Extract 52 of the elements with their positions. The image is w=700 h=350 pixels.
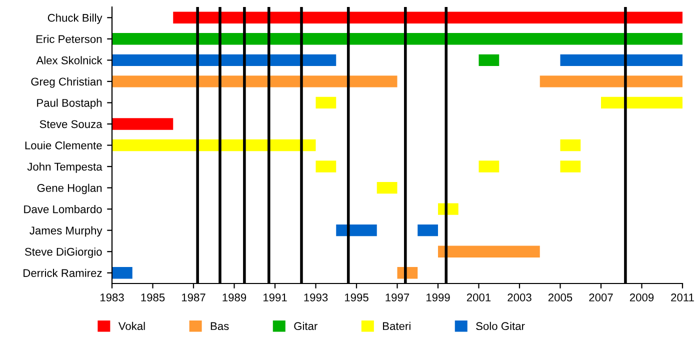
legend-label: Gitar <box>294 322 318 330</box>
bar <box>376 182 398 194</box>
bar <box>418 224 438 236</box>
x-tick-label: 1987 <box>182 294 206 302</box>
x-tick-label: 2005 <box>548 294 572 302</box>
bar <box>560 139 581 152</box>
bar <box>316 160 336 172</box>
x-tick-label: 2007 <box>589 294 613 302</box>
bar <box>112 54 336 66</box>
y-tick-label: Derrick Ramirez <box>24 268 102 277</box>
legend-label: Bateri <box>383 322 410 330</box>
x-tick-label: 1985 <box>141 294 165 302</box>
y-tick-label: Greg Christian <box>31 77 102 88</box>
bar <box>173 12 682 24</box>
y-tick-label: Paul Bostaph <box>37 98 102 110</box>
bar <box>540 76 682 88</box>
x-tick-label: 1995 <box>344 294 368 302</box>
legend-label: Bas <box>210 322 229 330</box>
bar <box>478 54 500 66</box>
y-tick-label: Chuck Billy <box>48 14 102 24</box>
bar <box>112 76 398 88</box>
x-tick-label: 1991 <box>263 294 287 302</box>
bar <box>112 139 316 152</box>
bar <box>316 96 336 109</box>
y-tick-label: Dave Lombardo <box>24 205 102 214</box>
bar <box>438 246 540 258</box>
x-tick-label: 1993 <box>304 294 328 302</box>
y-tick-label: Eric Peterson <box>36 34 102 44</box>
y-tick-label: Gene Hoglan <box>37 184 102 194</box>
x-tick-label: 1999 <box>426 294 450 302</box>
bar <box>478 160 500 172</box>
x-tick-label: 1997 <box>386 294 410 302</box>
bar <box>560 54 682 66</box>
x-tick-label: 1983 <box>100 294 124 302</box>
x-tick-label: 2011 <box>671 294 694 302</box>
bar <box>336 224 377 236</box>
bar <box>112 118 174 130</box>
bar <box>560 160 581 172</box>
y-tick-label: Steve Souza <box>40 120 102 128</box>
x-tick-label: 2001 <box>466 294 491 302</box>
y-tick-label: Alex Skolnick <box>36 56 102 64</box>
y-tick-label: John Tempesta <box>27 162 102 173</box>
y-tick-label: James Murphy <box>30 226 102 237</box>
x-tick-label: 2003 <box>508 294 532 302</box>
y-tick-label: Louie Clemente <box>25 141 102 150</box>
y-tick-label: Steve DiGiorgio <box>24 248 102 258</box>
x-tick-label: 2009 <box>630 294 654 302</box>
bar <box>601 96 682 109</box>
x-tick-label: 1989 <box>222 294 246 302</box>
bar <box>112 267 132 279</box>
legend-label: Solo Gitar <box>476 322 525 330</box>
legend-label: Vokal <box>118 322 145 330</box>
